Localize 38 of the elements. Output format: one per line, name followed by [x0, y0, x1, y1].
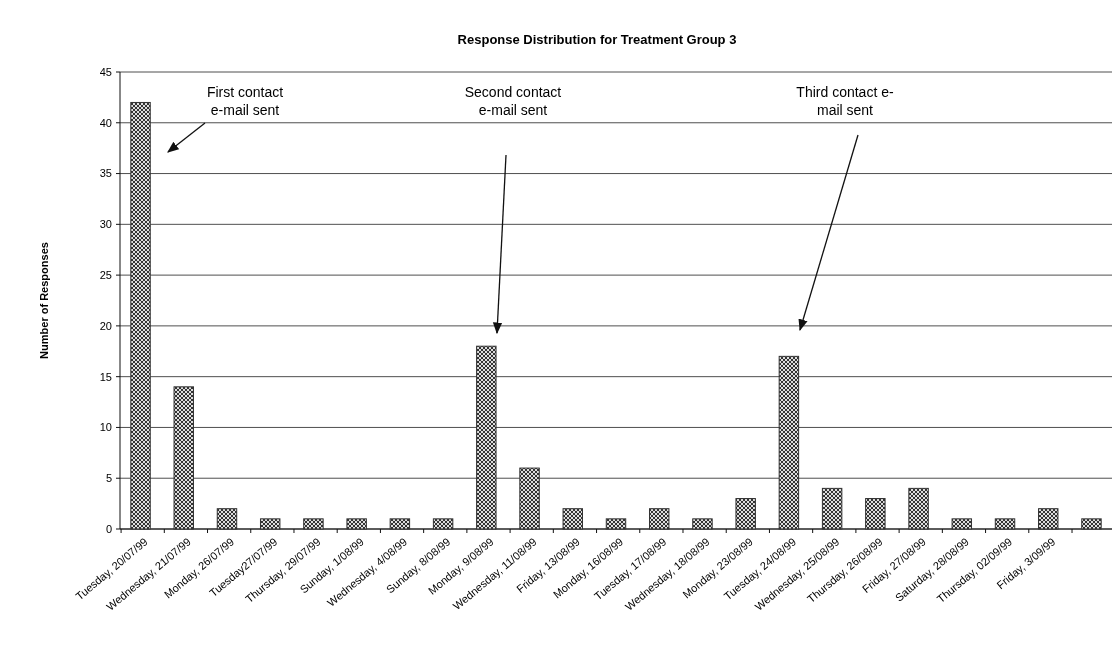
y-tick-label: 15	[99, 370, 112, 383]
y-tick-label: 20	[99, 319, 112, 332]
bar	[346, 518, 367, 530]
y-tick-label: 30	[99, 218, 112, 231]
bar	[259, 518, 281, 530]
y-tick-label: 35	[99, 167, 112, 180]
annotation: Second contact e-mail sent	[464, 84, 562, 118]
y-tick-label: 5	[105, 472, 112, 485]
y-tick-label: 25	[99, 268, 112, 281]
bar	[1081, 518, 1102, 530]
annotation: First contact e-mail sent	[206, 84, 284, 118]
bar	[692, 518, 713, 530]
bar	[605, 518, 627, 530]
y-tick-label: 45	[99, 65, 112, 78]
bar	[821, 487, 843, 530]
bar	[649, 508, 670, 530]
bar	[994, 518, 1016, 530]
bar	[519, 467, 540, 530]
y-tick-label: 0	[105, 522, 112, 535]
y-axis-title: Number of Responses	[38, 242, 50, 359]
bar	[778, 355, 800, 530]
bar	[130, 101, 151, 530]
bar	[735, 498, 756, 530]
bar	[951, 518, 973, 530]
bar	[908, 487, 929, 530]
y-tick-label: 10	[99, 421, 112, 434]
y-tick-label: 40	[99, 116, 112, 129]
bar	[865, 498, 886, 530]
bar	[476, 345, 497, 530]
bar	[303, 518, 324, 530]
bar	[562, 508, 583, 530]
bar	[173, 386, 194, 530]
annotation: Third contact e- mail sent	[796, 84, 894, 118]
bar	[389, 518, 411, 530]
chart-title: Response Distribution for Treatment Group 3	[457, 32, 737, 47]
bar	[216, 508, 238, 530]
bar	[1038, 508, 1059, 530]
bar	[432, 518, 454, 530]
